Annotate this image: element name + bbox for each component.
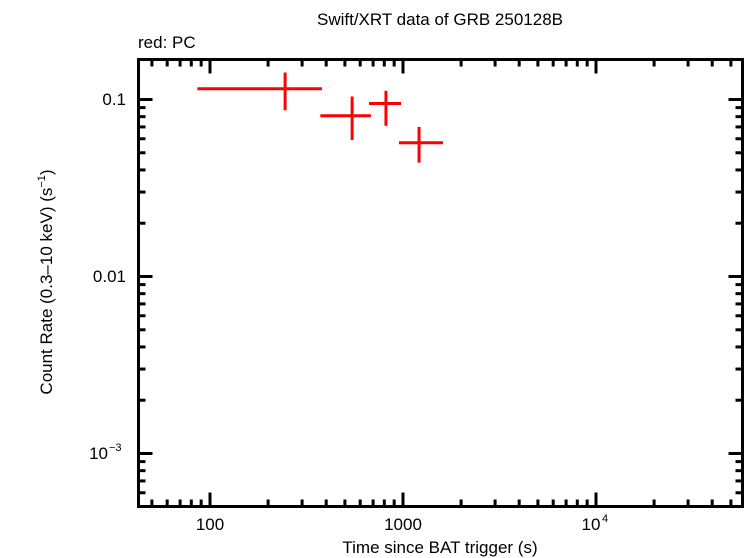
plot-frame [137,58,744,508]
x-tick-label-1e4-base: 10 [582,515,601,534]
data-point-4 [398,126,443,163]
data-series-pc [197,72,443,163]
y-axis-ticks [138,98,743,495]
x-axis-ticks [150,59,733,507]
svg-text:Count Rate (0.3–10 keV) (s−1): Count Rate (0.3–10 keV) (s−1) [36,169,56,394]
y-tick-label-0.01: 0.01 [93,267,126,286]
x-axis-label: Time since BAT trigger (s) [342,538,537,557]
chart-title: Swift/XRT data of GRB 250128B [317,10,563,29]
y-axis-label: Count Rate (0.3–10 keV) (s−1) [36,169,56,394]
y-axis-label-main: Count Rate (0.3–10 keV) (s [37,188,56,395]
x-tick-label-1e4-exp: 4 [602,513,608,525]
x-tick-label-1e4: 10 4 [582,513,609,534]
x-tick-label-100: 100 [196,515,224,534]
chart-subtitle: red: PC [138,33,196,52]
y-tick-label-1e-3-exp: −3 [109,442,122,454]
y-axis-label-sup: −1 [36,175,48,188]
data-point-3 [369,90,402,126]
x-tick-label-1000: 1000 [384,515,422,534]
data-point-2 [320,96,371,141]
data-point-1 [197,72,322,111]
y-tick-label-1e-3: 10 −3 [89,442,121,463]
y-tick-label-1e-3-base: 10 [89,444,108,463]
y-tick-label-0.1: 0.1 [102,90,126,109]
y-axis-label-end: ) [37,169,56,175]
